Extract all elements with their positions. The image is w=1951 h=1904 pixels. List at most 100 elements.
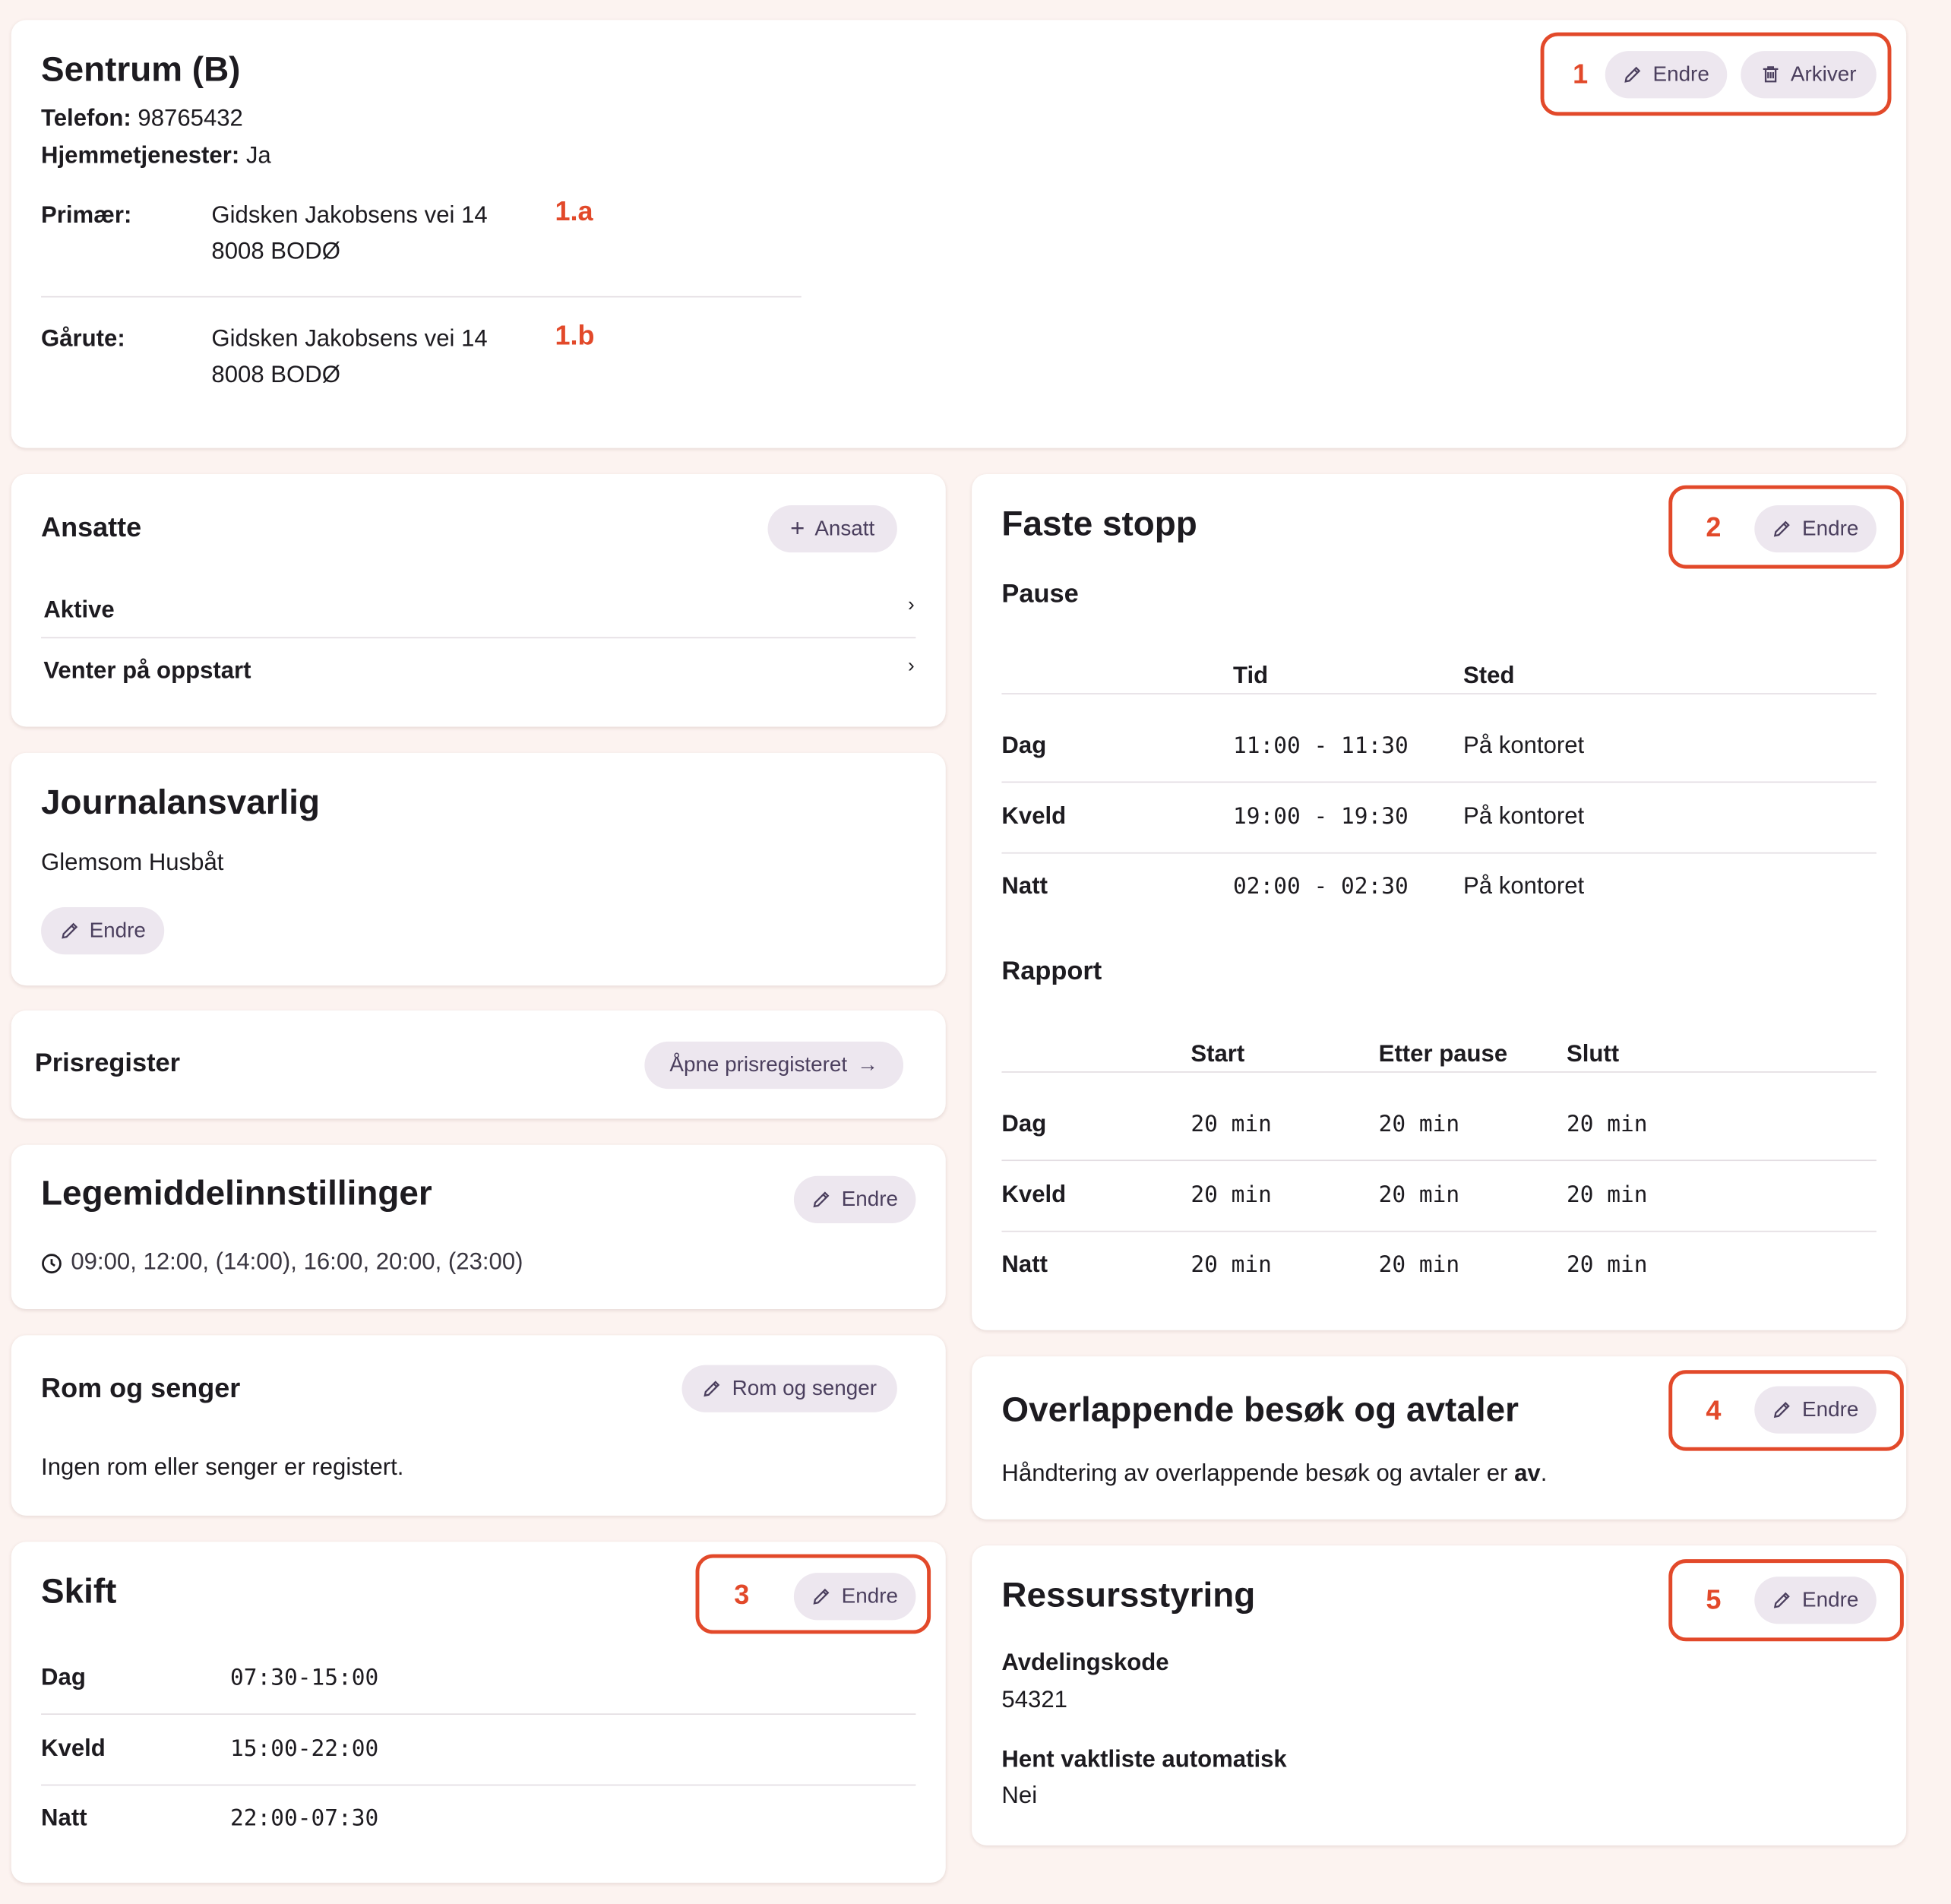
field-label: Hent vaktliste automatisk bbox=[1001, 1747, 1287, 1773]
column-header: Sted bbox=[1463, 663, 1515, 690]
address-line: Gidsken Jakobsens vei 14 bbox=[211, 326, 488, 353]
annotation: 4 bbox=[1706, 1394, 1722, 1426]
cell: 20 min bbox=[1378, 1181, 1460, 1208]
section-title: Rapport bbox=[1001, 957, 1102, 986]
cell: 20 min bbox=[1191, 1181, 1272, 1208]
pencil-icon bbox=[1774, 1592, 1791, 1608]
row-label: Kveld bbox=[1001, 803, 1067, 830]
label: Endre bbox=[1802, 1397, 1859, 1422]
label: Endre bbox=[1802, 1587, 1859, 1611]
employees-card: Ansatte + Ansatt Aktive › Venter på oppsta… bbox=[11, 474, 946, 727]
cell: 19:00 - 19:30 bbox=[1233, 803, 1409, 830]
cell: På kontoret bbox=[1463, 732, 1585, 760]
open-prices-button[interactable]: Åpne prisregisteret → bbox=[644, 1041, 904, 1090]
pencil-icon bbox=[813, 1588, 830, 1605]
divider bbox=[41, 296, 802, 298]
pencil-icon bbox=[1774, 1402, 1791, 1419]
column-header: Etter pause bbox=[1378, 1041, 1508, 1068]
divider bbox=[1001, 693, 1877, 694]
cell: 20 min bbox=[1378, 1251, 1460, 1279]
label: Arkiver bbox=[1790, 62, 1857, 87]
text: Håndtering av overlappende besøk og avta… bbox=[1001, 1460, 1515, 1488]
text: . bbox=[1540, 1460, 1548, 1488]
edit-button[interactable]: Endre bbox=[793, 1573, 916, 1621]
plus-icon: + bbox=[790, 514, 805, 542]
row-label: Natt bbox=[1001, 873, 1048, 900]
column-header: Start bbox=[1191, 1041, 1245, 1068]
archive-button[interactable]: Arkiver bbox=[1741, 51, 1877, 99]
edit-button[interactable]: Endre bbox=[1605, 51, 1728, 99]
divider bbox=[1001, 1229, 1877, 1232]
shift-time: 15:00-22:00 bbox=[229, 1735, 379, 1762]
label: Telefon: bbox=[41, 106, 131, 132]
divider bbox=[1001, 1071, 1877, 1073]
address-line: 8008 BODØ bbox=[211, 239, 340, 265]
list-item[interactable]: Aktive › bbox=[43, 593, 914, 630]
cell: 11:00 - 11:30 bbox=[1233, 732, 1409, 760]
card-title: Prisregister bbox=[34, 1048, 181, 1078]
text-bold: av bbox=[1514, 1460, 1541, 1488]
overlap-text: Håndtering av overlappende besøk og avta… bbox=[1001, 1456, 1547, 1493]
divider bbox=[41, 637, 916, 639]
cell: 02:00 - 02:30 bbox=[1233, 873, 1409, 900]
card-title: Overlappende besøk og avtaler bbox=[1001, 1390, 1519, 1429]
value: Ja bbox=[245, 143, 271, 169]
field-value: Nei bbox=[1001, 1782, 1038, 1810]
shift-name: Dag bbox=[41, 1665, 86, 1691]
cell: 20 min bbox=[1378, 1111, 1460, 1137]
shift-name: Natt bbox=[41, 1805, 87, 1832]
edit-button[interactable]: Endre bbox=[793, 1175, 916, 1223]
edit-button[interactable]: Endre bbox=[1754, 1386, 1877, 1434]
rooms-card: Rom og senger Rom og senger Ingen rom el… bbox=[11, 1335, 946, 1516]
shift-time: 07:30-15:00 bbox=[229, 1665, 379, 1691]
label: Rom og senger bbox=[732, 1376, 877, 1400]
journal-card: Journalansvarlig Glemsom Husbåt Endre bbox=[11, 752, 946, 986]
annotation-box bbox=[1540, 32, 1892, 116]
label: Venter på oppstart bbox=[43, 658, 251, 685]
medication-times: 09:00, 12:00, (14:00), 16:00, 20:00, (23… bbox=[71, 1249, 523, 1276]
pencil-icon bbox=[1624, 66, 1641, 83]
label: Endre bbox=[89, 918, 146, 942]
label: Aktive bbox=[43, 597, 115, 624]
row-label: Kveld bbox=[1001, 1181, 1067, 1208]
stops-card: Faste stopp 2 Endre Pause Rapport Tid Ste… bbox=[972, 474, 1907, 1330]
annotation-box bbox=[1668, 485, 1904, 569]
home-services-row: Hjemmetjenester: Ja bbox=[41, 138, 271, 176]
annotation: 1 bbox=[1573, 58, 1589, 90]
arrow-icon: → bbox=[857, 1052, 879, 1077]
card-title: Legemiddelinnstillinger bbox=[41, 1173, 432, 1213]
edit-button[interactable]: Endre bbox=[1754, 504, 1877, 553]
journal-name: Glemsom Husbåt bbox=[41, 849, 224, 877]
label: Endre bbox=[841, 1187, 898, 1211]
rooms-text: Ingen rom eller senger er registert. bbox=[41, 1454, 404, 1481]
label: Ansatt bbox=[814, 516, 875, 540]
label: Hjemmetjenester: bbox=[41, 143, 240, 169]
cell: 20 min bbox=[1566, 1251, 1648, 1279]
unit-card: Sentrum (B) Telefon: 98765432 Hjemmetjen… bbox=[11, 20, 1907, 448]
cell: 20 min bbox=[1566, 1181, 1648, 1208]
annotation: 1.b bbox=[555, 319, 595, 351]
annotation-box bbox=[1668, 1370, 1904, 1451]
chevron: › bbox=[908, 594, 915, 616]
phone-row: Telefon: 98765432 bbox=[41, 101, 243, 138]
column-header: Tid bbox=[1233, 663, 1269, 690]
field-value: 54321 bbox=[1001, 1687, 1067, 1714]
field-label: Avdelingskode bbox=[1001, 1649, 1169, 1677]
cell: 20 min bbox=[1191, 1111, 1272, 1137]
divider bbox=[41, 1713, 916, 1715]
resources-card: Ressursstyring 5 Endre Avdelingskode 543… bbox=[972, 1545, 1907, 1845]
section-title: Pause bbox=[1001, 580, 1079, 609]
divider bbox=[1001, 781, 1877, 783]
edit-button[interactable]: Endre bbox=[41, 906, 165, 955]
rooms-button[interactable]: Rom og senger bbox=[681, 1365, 897, 1412]
edit-button[interactable]: Endre bbox=[1754, 1577, 1877, 1624]
list-item[interactable]: Venter på oppstart › bbox=[43, 653, 914, 691]
row-label: Natt bbox=[1001, 1251, 1048, 1279]
add-employee-button[interactable]: + Ansatt bbox=[767, 504, 897, 553]
address-line: 8008 BODØ bbox=[211, 362, 340, 388]
pencil-icon bbox=[704, 1381, 720, 1397]
shift-name: Kveld bbox=[41, 1735, 106, 1762]
divider bbox=[41, 1783, 916, 1785]
